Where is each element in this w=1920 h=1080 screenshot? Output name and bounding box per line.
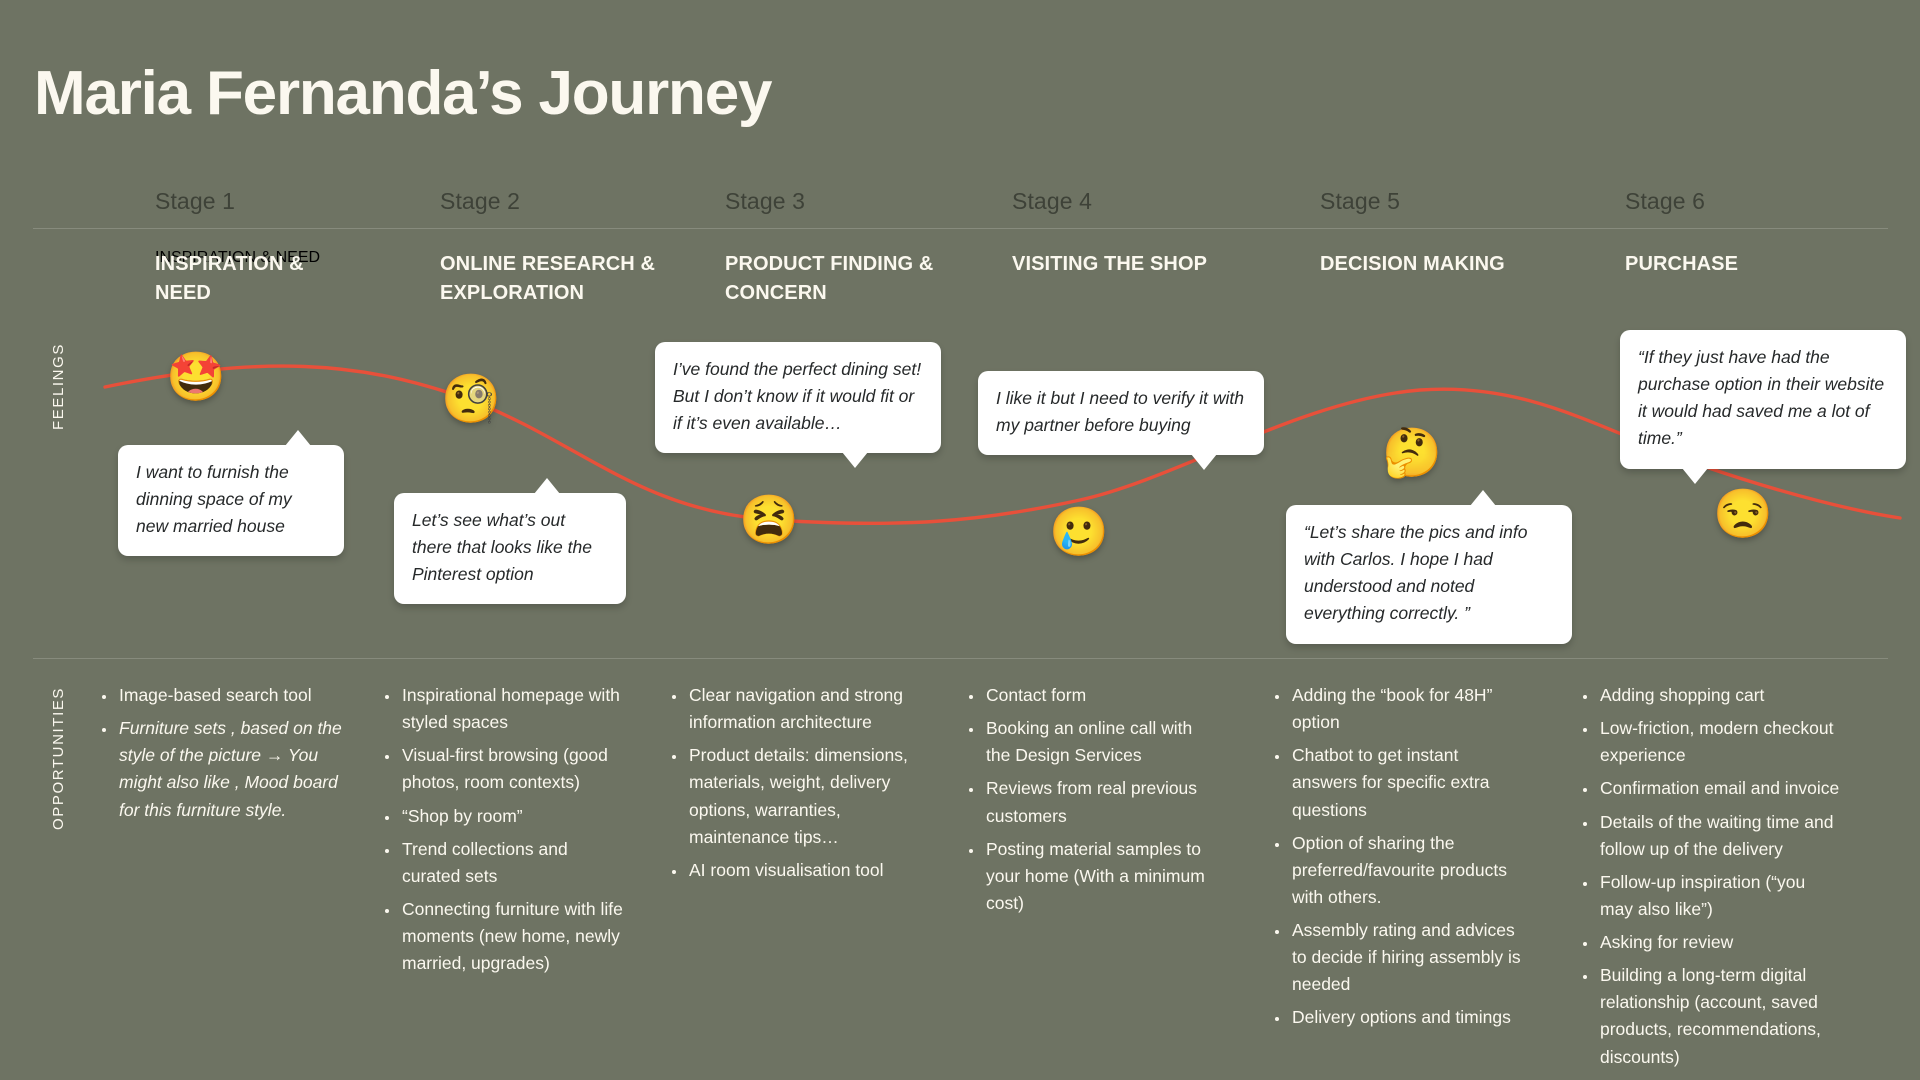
quote-bubble-stage-1: I want to furnish the dinning space of m… <box>118 429 344 557</box>
stage-header-1: Stage 1 <box>155 188 435 215</box>
stage-title-label-6: PURCHASE <box>1625 253 1739 275</box>
opportunity-item: Building a long-term digital relationshi… <box>1598 962 1841 1071</box>
opportunity-item: Low-friction, modern checkout experience <box>1598 715 1841 769</box>
opportunity-item: Contact form <box>984 682 1217 709</box>
opportunity-item: Image-based search tool <box>117 682 345 709</box>
opportunity-item: Chatbot to get instant answers for speci… <box>1290 742 1528 823</box>
opportunities-column-2: Inspirational homepage with styled space… <box>378 682 630 983</box>
opportunities-list-4: Contact form Booking an online call with … <box>962 682 1217 917</box>
stage-header-6: Stage 6 <box>1625 188 1905 215</box>
opportunities-column-6: Adding shopping cart Low-friction, modern… <box>1576 682 1841 1077</box>
opportunity-item: “Shop by room” <box>400 803 630 830</box>
opportunity-item: Details of the waiting time and follow u… <box>1598 809 1841 863</box>
opportunities-column-1: Image-based search tool Furniture sets , … <box>95 682 345 830</box>
stage-header-2: Stage 2 <box>440 188 720 215</box>
opportunity-item: Clear navigation and strong information … <box>687 682 923 736</box>
stage-title-1: INSPIRATION & NEED <box>155 249 321 266</box>
thinking-face-emoji: 🤔 <box>1382 427 1442 480</box>
header-divider <box>33 228 1888 229</box>
quote-bubble-stage-5: “Let’s share the pics and info with Carl… <box>1286 490 1572 644</box>
opportunity-item: Trend collections and curated sets <box>400 836 630 890</box>
opportunity-item: AI room visualisation tool <box>687 857 923 884</box>
stage-number-4: Stage 4 <box>1012 188 1092 214</box>
monocle-face-emoji: 🧐 <box>441 373 501 426</box>
opportunities-list-1: Image-based search tool Furniture sets , … <box>95 682 345 824</box>
opportunity-item: Adding shopping cart <box>1598 682 1841 709</box>
opportunity-item: Visual-first browsing (good photos, room… <box>400 742 630 796</box>
stage-number-2: Stage 2 <box>440 188 520 214</box>
opportunities-column-4: Contact form Booking an online call with … <box>962 682 1217 923</box>
stage-title-label-3: PRODUCT FINDING & CONCERN <box>725 253 934 304</box>
stage-number-3: Stage 3 <box>725 188 805 214</box>
opportunities-column-3: Clear navigation and strong information … <box>665 682 923 890</box>
stage-header-3: Stage 3 <box>725 188 1005 215</box>
opportunity-item: Inspirational homepage with styled space… <box>400 682 630 736</box>
quote-bubble-stage-2: Let’s see what’s out there that looks li… <box>394 477 626 605</box>
stage-title-label-1: INSPIRATION & NEED <box>155 253 304 304</box>
opportunity-item: Furniture sets , based on the style of t… <box>117 715 345 824</box>
tired-face-emoji: 😫 <box>739 494 799 547</box>
quote-bubble-stage-6: “If they just have had the purchase opti… <box>1620 330 1906 483</box>
opportunity-item: Connecting furniture with life moments (… <box>400 896 630 977</box>
opportunities-list-2: Inspirational homepage with styled space… <box>378 682 630 977</box>
opportunities-column-5: Adding the “book for 48H” option Chatbot … <box>1268 682 1528 1038</box>
stage-number-6: Stage 6 <box>1625 188 1705 214</box>
opportunity-item: Booking an online call with the Design S… <box>984 715 1217 769</box>
stage-title-label-5: DECISION MAKING <box>1320 253 1505 275</box>
stage-header-4: Stage 4 <box>1012 188 1292 215</box>
opportunity-item: Asking for review <box>1598 929 1841 956</box>
opportunities-divider <box>33 658 1888 659</box>
opportunity-item: Delivery options and timings <box>1290 1004 1528 1031</box>
opportunity-item: Confirmation email and invoice <box>1598 775 1841 802</box>
stage-header-5: Stage 5 <box>1320 188 1600 215</box>
unamused-face-emoji: 😒 <box>1713 488 1773 541</box>
opportunities-list-6: Adding shopping cart Low-friction, modern… <box>1576 682 1841 1071</box>
opportunity-item: Posting material samples to your home (W… <box>984 836 1217 917</box>
star-struck-emoji: 🤩 <box>166 351 226 404</box>
opportunity-item: Adding the “book for 48H” option <box>1290 682 1528 736</box>
opportunities-list-5: Adding the “book for 48H” option Chatbot … <box>1268 682 1528 1032</box>
quote-bubble-stage-4: I like it but I need to verify it with m… <box>978 371 1264 471</box>
opportunities-list-3: Clear navigation and strong information … <box>665 682 923 884</box>
opportunity-item: Option of sharing the preferred/favourit… <box>1290 830 1528 911</box>
opportunity-item: Follow-up inspiration (“you may also lik… <box>1598 869 1841 923</box>
page-title: Maria Fernanda’s Journey <box>34 59 772 128</box>
opportunity-item: Product details: dimensions, materials, … <box>687 742 923 851</box>
quote-bubble-stage-3: I’ve found the perfect dining set! But I… <box>655 342 941 469</box>
stage-title-label-2: ONLINE RESEARCH & EXPLORATION <box>440 253 656 304</box>
stage-number-5: Stage 5 <box>1320 188 1400 214</box>
opportunity-item: Reviews from real previous customers <box>984 775 1217 829</box>
smiling-face-with-tear-emoji: 🥲 <box>1049 506 1109 559</box>
opportunity-item: Assembly rating and advices to decide if… <box>1290 917 1528 998</box>
stage-number-1: Stage 1 <box>155 188 235 214</box>
stage-title-label-4: VISITING THE SHOP <box>1012 253 1208 275</box>
